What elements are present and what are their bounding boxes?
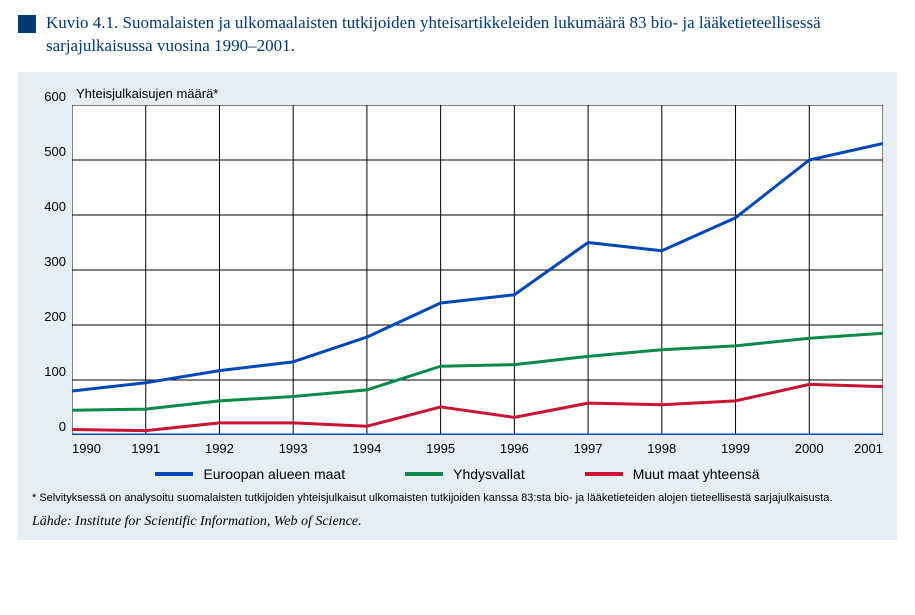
x-tick: 1992: [183, 441, 257, 456]
legend-item-other: Muut maat yhteensä: [585, 466, 760, 482]
footnote: * Selvityksessä on analysoitu suomalaist…: [32, 492, 883, 506]
legend-label: Muut maat yhteensä: [633, 466, 760, 482]
legend-swatch-icon: [155, 472, 193, 476]
legend-swatch-icon: [405, 472, 443, 476]
plot-area: [72, 105, 883, 435]
x-tick: 1998: [625, 441, 699, 456]
x-axis: 1990199119921993199419951996199719981999…: [72, 441, 883, 456]
legend-item-usa: Yhdysvallat: [405, 466, 525, 482]
x-tick: 1990: [72, 441, 109, 456]
y-axis: 6005004003002001000: [32, 105, 72, 435]
legend: Euroopan alueen maat Yhdysvallat Muut maat…: [32, 466, 883, 482]
series-other: [72, 384, 883, 430]
x-tick: 1993: [256, 441, 330, 456]
series-europe: [72, 143, 883, 391]
x-tick: 1994: [330, 441, 404, 456]
legend-label: Euroopan alueen maat: [203, 466, 345, 482]
legend-item-europe: Euroopan alueen maat: [155, 466, 345, 482]
legend-label: Yhdysvallat: [453, 466, 525, 482]
series-usa: [72, 333, 883, 410]
x-tick: 1996: [477, 441, 551, 456]
plot-wrap: 6005004003002001000: [32, 105, 883, 435]
chart-panel: Yhteisjulkaisujen määrä* 600500400300200…: [18, 72, 897, 540]
x-tick: 1991: [109, 441, 183, 456]
caption-text: Kuvio 4.1. Suomalaisten ja ulkomaalaiste…: [46, 12, 897, 58]
y-axis-title: Yhteisjulkaisujen määrä*: [76, 86, 883, 101]
x-tick: 2000: [772, 441, 846, 456]
x-tick: 1997: [551, 441, 625, 456]
x-tick: 1999: [699, 441, 773, 456]
source-line: Lähde: Institute for Scientific Informat…: [32, 514, 883, 530]
x-tick: 1995: [404, 441, 478, 456]
caption-square-icon: [18, 15, 36, 33]
x-tick: 2001: [846, 441, 883, 456]
figure-caption: Kuvio 4.1. Suomalaisten ja ulkomaalaiste…: [18, 12, 897, 58]
legend-swatch-icon: [585, 472, 623, 476]
